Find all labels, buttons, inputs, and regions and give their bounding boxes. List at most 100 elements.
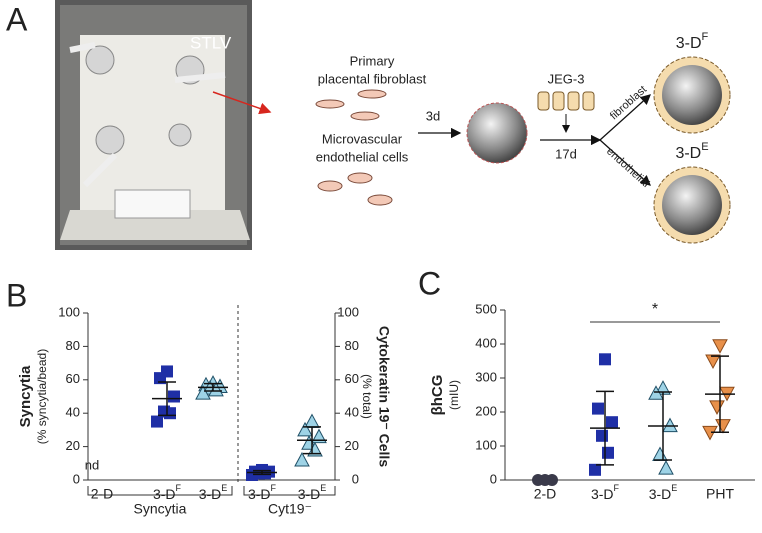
diagram-label: placental fibroblast bbox=[318, 71, 427, 86]
x-tick-label: 2-D bbox=[91, 486, 114, 502]
data-point bbox=[164, 407, 176, 420]
data-point bbox=[546, 474, 558, 486]
x-tick-label-sup: F bbox=[614, 483, 620, 493]
data-point bbox=[592, 402, 604, 415]
data-point bbox=[648, 385, 664, 400]
y2-tick-label: 40 bbox=[345, 405, 359, 420]
data-point bbox=[195, 385, 211, 400]
x-tick-label: 3-DF bbox=[248, 483, 277, 501]
spheroid bbox=[662, 175, 722, 235]
data-point bbox=[712, 339, 728, 354]
y2-tick-label: 0 bbox=[352, 471, 359, 486]
x-tick-label-base: 3-D bbox=[591, 486, 614, 502]
branch-label: endothelial bbox=[604, 145, 652, 190]
data-point bbox=[606, 416, 618, 429]
y-tick-label: 400 bbox=[475, 335, 497, 350]
y-tick-label: 80 bbox=[66, 338, 80, 353]
data-point bbox=[259, 467, 271, 480]
group-label: Syncytia bbox=[134, 501, 187, 517]
data-point bbox=[168, 390, 180, 403]
cell-line-label: JEG-3 bbox=[548, 71, 585, 86]
x-tick-label: 3-DE bbox=[649, 483, 678, 501]
data-point bbox=[304, 413, 320, 429]
x-tick-label: 2-D bbox=[534, 486, 557, 502]
data-point bbox=[151, 415, 163, 428]
x-tick-label-base: 3-D bbox=[298, 486, 321, 502]
diagram-label: Microvascular bbox=[322, 131, 403, 146]
x-tick-label-base: 3-D bbox=[153, 486, 176, 502]
diagram-label: endothelial cells bbox=[316, 149, 409, 164]
fibroblast-cells bbox=[315, 89, 387, 121]
y-tick-label: 0 bbox=[73, 471, 80, 486]
y-tick-label: 100 bbox=[58, 304, 80, 319]
x-tick-label-sup: E bbox=[320, 483, 326, 493]
data-point bbox=[715, 419, 731, 434]
data-point bbox=[658, 460, 674, 475]
x-tick-label-sup: E bbox=[671, 483, 677, 493]
data-point bbox=[154, 372, 166, 385]
y-tick-label: 300 bbox=[475, 369, 497, 384]
y-axis-title: βhCG bbox=[429, 375, 446, 416]
x-tick-label: 3-DF bbox=[153, 483, 182, 501]
y-axis-title: Syncytia bbox=[17, 365, 34, 427]
group-label: Cyt19⁻ bbox=[268, 501, 312, 517]
diagram-label: Primary bbox=[350, 53, 395, 68]
data-point bbox=[294, 451, 310, 467]
y-tick-label: 500 bbox=[475, 301, 497, 316]
panel-letter: C bbox=[418, 265, 441, 301]
data-point bbox=[589, 463, 601, 476]
x-tick-label-base: 3-D bbox=[248, 486, 271, 502]
x-tick-label: 3-DE bbox=[199, 483, 228, 501]
data-point bbox=[532, 474, 544, 486]
data-point bbox=[599, 353, 611, 366]
data-point bbox=[311, 428, 327, 444]
bead bbox=[466, 102, 528, 164]
significance-label: * bbox=[652, 301, 658, 318]
data-point bbox=[652, 446, 668, 461]
result-label: 3-DF bbox=[676, 31, 709, 52]
y-tick-label: 40 bbox=[66, 405, 80, 420]
y-tick-label: 0 bbox=[490, 471, 497, 486]
result-label: 3-DE bbox=[675, 141, 708, 162]
arrow bbox=[599, 139, 651, 186]
branch-label: fibroblast bbox=[608, 84, 649, 123]
y2-tick-label: 60 bbox=[345, 371, 359, 386]
x-tick-label-sup: E bbox=[221, 483, 227, 493]
y-axis-subtitle: (% syncytia/bead) bbox=[35, 349, 49, 444]
bracket bbox=[87, 486, 336, 496]
y-axis-subtitle: (mIU) bbox=[447, 380, 461, 410]
panel-letter: A bbox=[6, 1, 28, 37]
data-point bbox=[705, 354, 721, 370]
x-tick-label-sup: F bbox=[271, 483, 277, 493]
photo-label: STLV bbox=[190, 33, 232, 52]
x-tick-label: 3-DE bbox=[298, 483, 327, 501]
y2-tick-label: 80 bbox=[345, 338, 359, 353]
y2-axis-subtitle: (% total) bbox=[360, 374, 374, 419]
data-point bbox=[662, 417, 678, 433]
y-tick-label: 60 bbox=[66, 371, 80, 386]
data-point bbox=[602, 446, 614, 459]
spheroid bbox=[662, 65, 722, 125]
y2-tick-label: 100 bbox=[337, 304, 359, 319]
endothelial-cells bbox=[317, 172, 393, 206]
x-tick-label-sup: F bbox=[176, 483, 182, 493]
y2-axis-title: Cytokeratin 19⁻ Cells bbox=[376, 326, 392, 467]
y2-tick-label: 20 bbox=[345, 438, 359, 453]
jeg-cells bbox=[537, 91, 595, 111]
y-tick-label: 20 bbox=[66, 438, 80, 453]
y-tick-label: 100 bbox=[475, 437, 497, 452]
annotation: nd bbox=[85, 457, 99, 472]
data-point bbox=[709, 400, 725, 415]
data-point bbox=[596, 429, 608, 442]
x-tick-label: 3-DF bbox=[591, 483, 620, 501]
x-tick-label: PHT bbox=[706, 486, 734, 502]
y-tick-label: 200 bbox=[475, 403, 497, 418]
arrow bbox=[212, 91, 272, 115]
photo bbox=[55, 0, 252, 250]
step-label: 3d bbox=[426, 108, 440, 123]
panel-letter: B bbox=[6, 277, 27, 313]
x-tick-label-base: 3-D bbox=[199, 486, 222, 502]
step-label: 17d bbox=[555, 146, 577, 161]
data-point bbox=[297, 421, 313, 437]
